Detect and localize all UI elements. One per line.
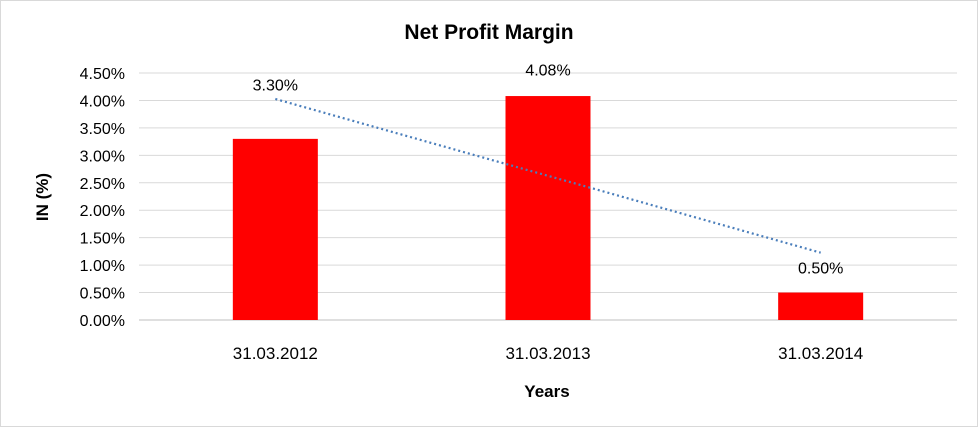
- x-tick-label: 31.03.2012: [233, 344, 318, 363]
- bars: [232, 96, 864, 320]
- x-axis-categories: 31.03.2012 31.03.2013 31.03.2014: [233, 344, 863, 363]
- y-tick-label: 1.50%: [80, 231, 125, 248]
- y-tick-label: 0.00%: [80, 313, 125, 330]
- x-tick-label: 31.03.2014: [778, 344, 863, 363]
- bar: [505, 96, 591, 320]
- y-tick-label: 0.50%: [80, 286, 125, 303]
- y-tick-label: 3.00%: [80, 148, 125, 165]
- x-tick-label: 31.03.2013: [505, 344, 590, 363]
- data-label: 3.30%: [253, 78, 298, 95]
- data-label: 4.08%: [525, 63, 570, 80]
- y-tick-label: 2.50%: [80, 176, 125, 193]
- y-tick-label: 1.00%: [80, 258, 125, 275]
- y-tick-label: 3.50%: [80, 121, 125, 138]
- y-axis-ticks: 0.00% 0.50% 1.00% 1.50% 2.00% 2.50% 3.00% 3.50%…: [80, 66, 125, 330]
- bar: [778, 292, 864, 320]
- data-label: 0.50%: [798, 261, 843, 278]
- y-axis-title: IN (%): [33, 173, 52, 221]
- y-tick-label: 4.50%: [80, 66, 125, 83]
- bar: [232, 138, 318, 320]
- x-axis-title: Years: [524, 382, 569, 401]
- chart-title: Net Profit Margin: [404, 21, 573, 44]
- data-labels: 3.30% 4.08% 0.50%: [253, 63, 844, 278]
- y-tick-label: 4.00%: [80, 93, 125, 110]
- y-tick-label: 2.00%: [80, 203, 125, 220]
